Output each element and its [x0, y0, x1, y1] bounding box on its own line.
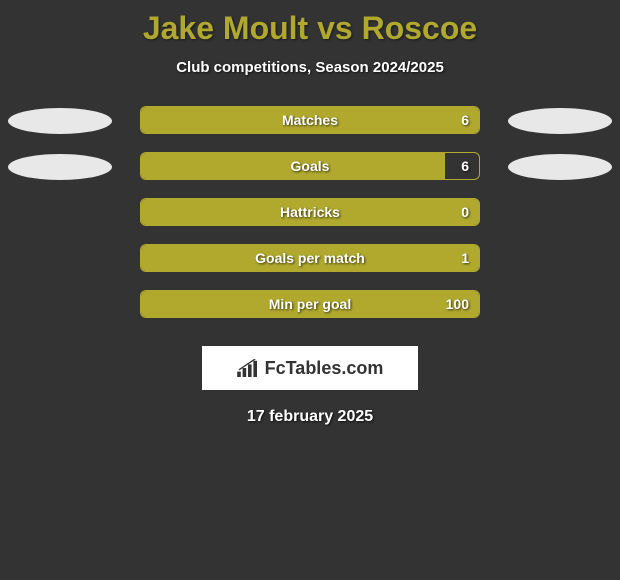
stat-value: 1 [461, 250, 469, 266]
right-player-marker [508, 108, 612, 134]
stat-bar: Matches6 [140, 106, 480, 134]
stats-container: Matches6Goals6Hattricks0Goals per match1… [0, 106, 620, 336]
stat-bar: Goals per match1 [140, 244, 480, 272]
logo-box[interactable]: FcTables.com [202, 346, 418, 390]
stat-label: Goals per match [141, 250, 479, 266]
stat-value: 6 [461, 112, 469, 128]
logo-text: FcTables.com [265, 358, 384, 379]
stat-row: Min per goal100 [0, 290, 620, 336]
stat-bar: Min per goal100 [140, 290, 480, 318]
right-player-marker [508, 154, 612, 180]
stat-value: 0 [461, 204, 469, 220]
stat-label: Hattricks [141, 204, 479, 220]
comparison-subtitle: Club competitions, Season 2024/2025 [0, 59, 620, 76]
left-player-marker [8, 154, 112, 180]
date-label: 17 february 2025 [0, 408, 620, 426]
stat-bar: Goals6 [140, 152, 480, 180]
left-player-marker [8, 108, 112, 134]
stat-label: Goals [141, 158, 479, 174]
comparison-title: Jake Moult vs Roscoe [0, 0, 620, 47]
stat-value: 100 [446, 296, 469, 312]
stat-row: Matches6 [0, 106, 620, 152]
chart-icon [237, 359, 259, 377]
stat-row: Goals per match1 [0, 244, 620, 290]
stat-row: Hattricks0 [0, 198, 620, 244]
stat-bar: Hattricks0 [140, 198, 480, 226]
stat-row: Goals6 [0, 152, 620, 198]
stat-value: 6 [461, 158, 469, 174]
stat-label: Min per goal [141, 296, 479, 312]
stat-label: Matches [141, 112, 479, 128]
